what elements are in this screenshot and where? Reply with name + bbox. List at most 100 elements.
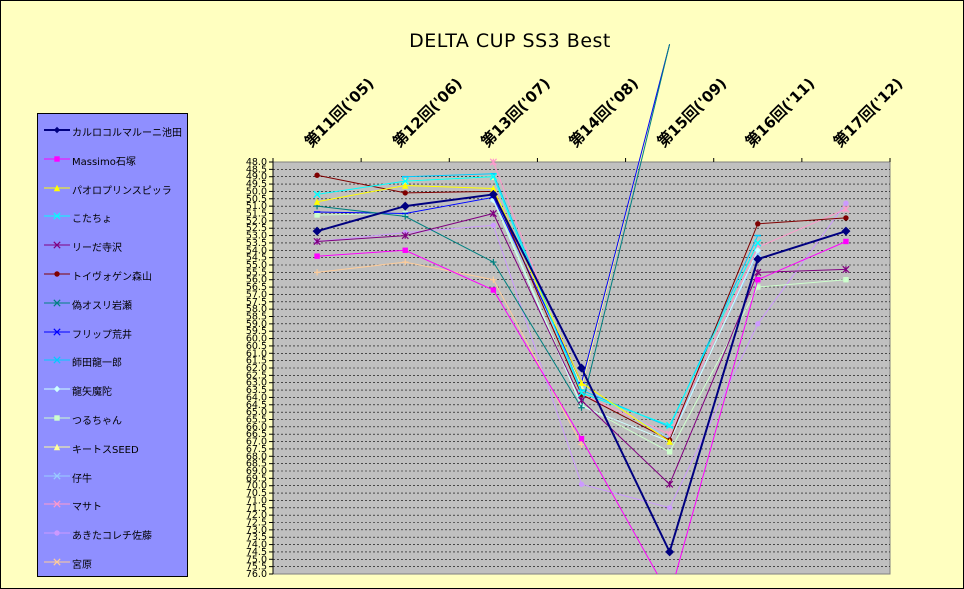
legend-item: Massimo石塚 xyxy=(38,150,187,170)
y-tick-label: 48.5 xyxy=(246,164,267,175)
series-3 xyxy=(313,182,673,445)
y-tick-label: 67.0 xyxy=(246,437,267,448)
y-tick-label: 53.5 xyxy=(246,238,267,249)
legend-swatch xyxy=(44,415,70,421)
legend-swatch xyxy=(44,356,70,365)
y-tick-label: 68.0 xyxy=(246,451,267,462)
legend-marker xyxy=(53,241,61,249)
y-tick-label: 69.0 xyxy=(246,466,267,477)
y-tick-label: 74.5 xyxy=(246,547,267,558)
legend-label: こたちょ xyxy=(72,214,112,226)
legend-item: リーだ寺沢 xyxy=(38,236,187,256)
legend-item: カルロコルマルーニ池田 xyxy=(38,121,187,141)
legend-label: 宮原 xyxy=(72,560,92,571)
data-point xyxy=(577,363,586,373)
y-tick-label: 64.0 xyxy=(246,392,267,403)
y-tick-label: 72.5 xyxy=(246,518,267,529)
legend-label: トイヴォゲン森山 xyxy=(72,272,152,283)
legend-item: キートスSEED xyxy=(38,438,187,458)
legend-swatch xyxy=(44,530,70,536)
data-point xyxy=(490,185,497,192)
legend-label: つるちゃん xyxy=(72,416,122,427)
y-tick-label: 50.5 xyxy=(246,194,267,205)
legend-swatch xyxy=(44,500,70,509)
y-tick-label: 53.0 xyxy=(246,231,267,242)
y-tick-label: 76.0 xyxy=(246,569,267,580)
y-tick-label: 64.5 xyxy=(246,400,267,411)
legend-marker xyxy=(53,356,61,365)
legend-label: キートスSEED xyxy=(72,444,139,456)
data-point xyxy=(842,265,850,274)
legend-label: フリップ荒井 xyxy=(72,329,132,341)
y-tick-label: 49.0 xyxy=(246,172,267,183)
data-point xyxy=(313,190,321,199)
data-point xyxy=(313,237,321,246)
x-tick-label: 第11回('05) xyxy=(301,74,377,150)
y-tick-label: 73.5 xyxy=(246,532,267,543)
series-2 xyxy=(314,238,849,574)
data-point xyxy=(578,404,585,411)
data-point xyxy=(490,287,497,293)
chart-title: DELTA CUP SS3 Best xyxy=(409,30,611,52)
legend-swatch xyxy=(44,558,70,566)
y-tick-label: 65.0 xyxy=(246,407,267,418)
legend-marker xyxy=(54,156,60,162)
data-point xyxy=(755,284,761,290)
data-point xyxy=(666,438,673,445)
data-point xyxy=(490,222,497,228)
legend-swatch xyxy=(44,385,70,393)
y-tick-label: 54.0 xyxy=(246,245,267,256)
x-tick-label: 第16回('11) xyxy=(742,74,818,150)
legend-swatch xyxy=(44,327,70,336)
legend-marker xyxy=(53,327,61,336)
y-tick-label: 50.0 xyxy=(246,186,267,197)
y-tick-label: 54.5 xyxy=(246,253,267,264)
y-tick-label: 55.0 xyxy=(246,260,267,271)
series-7 xyxy=(313,44,671,411)
y-tick-label: 71.5 xyxy=(246,503,267,514)
series-16 xyxy=(313,258,585,448)
data-point xyxy=(402,258,409,266)
x-tick-label: 第17回('12) xyxy=(830,74,906,150)
legend-label: 師田龍一郎 xyxy=(72,358,122,370)
data-point xyxy=(666,480,674,488)
legend-marker xyxy=(54,530,60,536)
legend-marker xyxy=(53,184,61,191)
legend-item: 仔牛 xyxy=(38,467,187,487)
legend-item: 宮原 xyxy=(38,553,187,573)
series-5 xyxy=(313,209,850,488)
legend-marker xyxy=(53,443,61,450)
x-tick-label: 第14回('08) xyxy=(566,74,642,150)
legend-label: 龍矢魔陀 xyxy=(72,387,112,399)
legend-swatch xyxy=(44,126,70,134)
data-point xyxy=(402,190,408,196)
data-point xyxy=(402,182,409,189)
legend-swatch xyxy=(44,299,70,307)
x-tick-label: 第12回('06) xyxy=(389,74,465,150)
series-1 xyxy=(312,189,851,557)
data-point xyxy=(313,198,321,205)
data-point xyxy=(577,389,586,397)
y-tick-label: 72.0 xyxy=(246,510,267,521)
data-point xyxy=(489,158,497,166)
data-point xyxy=(314,172,320,178)
data-point xyxy=(754,247,761,254)
y-tick-label: 58.0 xyxy=(246,304,267,315)
legend-item: フリップ荒井 xyxy=(38,323,187,343)
y-tick-label: 74.0 xyxy=(246,540,267,551)
data-point xyxy=(843,277,849,283)
y-axis: 48.048.549.049.550.050.551.051.552.052.5… xyxy=(246,157,274,580)
y-tick-label: 56.5 xyxy=(246,282,267,293)
y-tick-label: 69.5 xyxy=(246,473,267,484)
legend-item: マサト xyxy=(38,495,187,515)
legend: カルロコルマルーニ池田 Massimo石塚 パオロプリンスピッラ こたちょ リーだ寺沢ト… xyxy=(37,113,188,577)
data-point xyxy=(755,277,761,283)
y-tick-label: 62.0 xyxy=(246,363,267,374)
legend-item: つるちゃん xyxy=(38,409,187,429)
x-axis: 第11回('05) 第12回('06) 第13回('07) 第14回('08) 第15回… xyxy=(272,74,906,162)
legend-item: トイヴォゲン森山 xyxy=(38,265,187,285)
data-point xyxy=(401,231,409,240)
y-tick-label: 63.0 xyxy=(246,378,267,389)
x-tick-label: 第13回('07) xyxy=(477,74,553,150)
y-tick-label: 51.0 xyxy=(246,201,267,212)
